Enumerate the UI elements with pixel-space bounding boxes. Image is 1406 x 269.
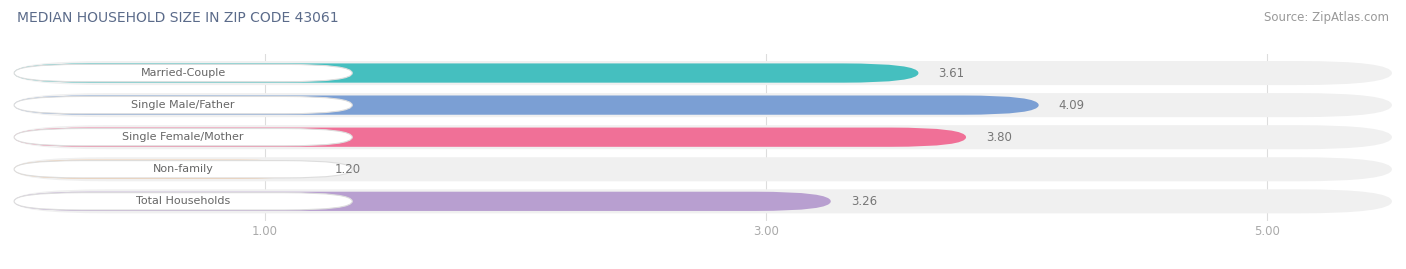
Text: Single Female/Mother: Single Female/Mother (122, 132, 243, 142)
FancyBboxPatch shape (14, 93, 1392, 117)
Text: Single Male/Father: Single Male/Father (131, 100, 235, 110)
Text: Non-family: Non-family (153, 164, 214, 174)
FancyBboxPatch shape (14, 97, 353, 114)
FancyBboxPatch shape (14, 157, 1392, 181)
FancyBboxPatch shape (14, 160, 315, 179)
Text: Source: ZipAtlas.com: Source: ZipAtlas.com (1264, 11, 1389, 24)
FancyBboxPatch shape (14, 193, 353, 210)
FancyBboxPatch shape (14, 128, 966, 147)
Text: MEDIAN HOUSEHOLD SIZE IN ZIP CODE 43061: MEDIAN HOUSEHOLD SIZE IN ZIP CODE 43061 (17, 11, 339, 25)
FancyBboxPatch shape (14, 125, 1392, 149)
Text: 3.26: 3.26 (851, 195, 877, 208)
Text: 1.20: 1.20 (335, 163, 361, 176)
Text: Total Households: Total Households (136, 196, 231, 206)
FancyBboxPatch shape (14, 192, 831, 211)
FancyBboxPatch shape (14, 61, 1392, 85)
Text: 4.09: 4.09 (1059, 99, 1085, 112)
Text: Married-Couple: Married-Couple (141, 68, 226, 78)
FancyBboxPatch shape (14, 129, 353, 146)
FancyBboxPatch shape (14, 64, 353, 82)
Text: 3.80: 3.80 (986, 131, 1012, 144)
Text: 3.61: 3.61 (938, 66, 965, 80)
FancyBboxPatch shape (14, 63, 918, 83)
FancyBboxPatch shape (14, 161, 353, 178)
FancyBboxPatch shape (14, 189, 1392, 213)
FancyBboxPatch shape (14, 95, 1039, 115)
